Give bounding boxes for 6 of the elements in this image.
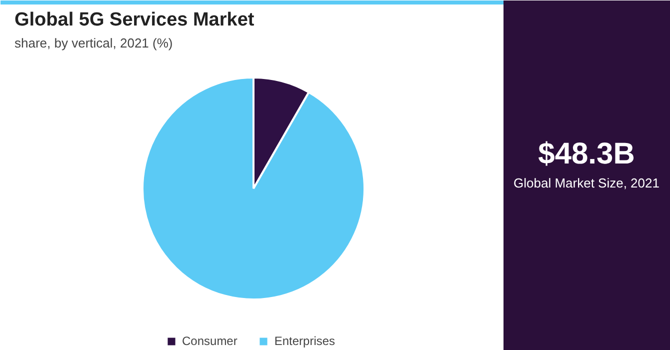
legend-label: Consumer [182,334,238,348]
chart-title: Global 5G Services Market [14,10,255,30]
legend-label: Enterprises [274,334,336,348]
text: Global Market Size, 2021 [514,176,660,190]
chart-subtitle: share, by vertical, 2021 (%) [14,36,173,50]
text: $48.3B [538,138,635,170]
